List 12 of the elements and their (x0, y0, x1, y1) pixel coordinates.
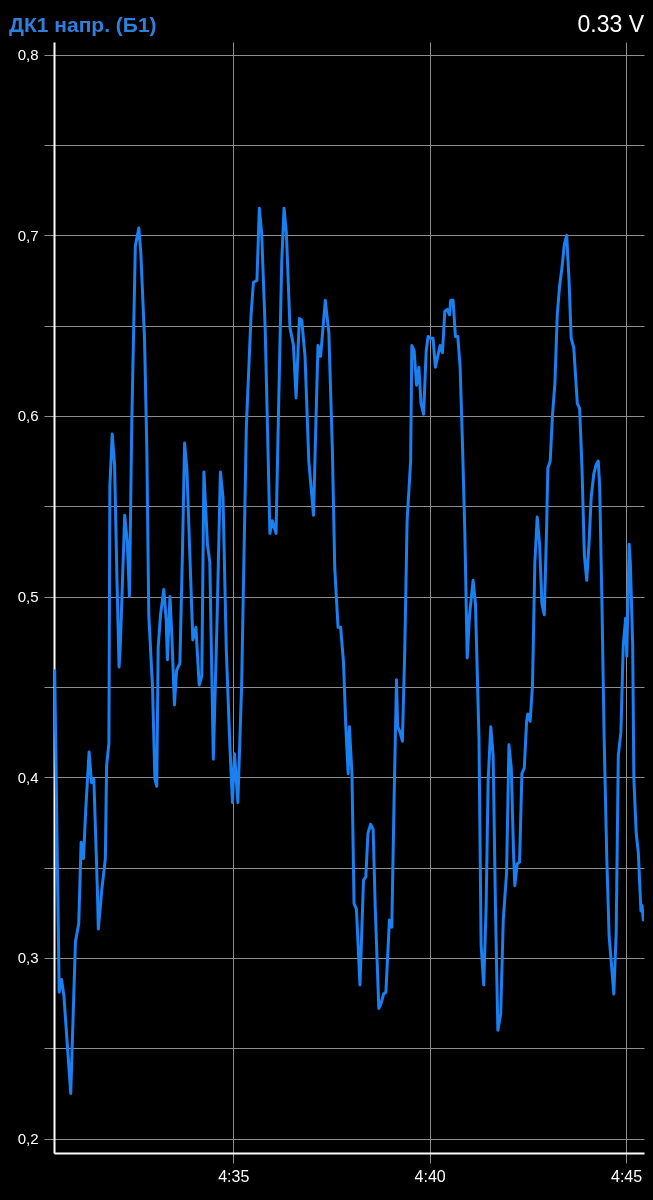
y-tick-label: 0,2 (17, 1130, 39, 1148)
y-tick-label: 0,7 (17, 226, 39, 244)
y-tick-label: 0,5 (17, 588, 39, 606)
chart-title: ДК1 напр. (Б1) (9, 13, 157, 36)
x-tick-label: 4:40 (414, 1167, 446, 1185)
y-tick-label: 0,8 (17, 46, 39, 64)
y-tick-label: 0,3 (17, 949, 39, 967)
x-tick-label: 4:45 (611, 1167, 643, 1185)
y-tick-label: 0,6 (17, 407, 39, 425)
y-tick-label: 0,4 (17, 768, 39, 786)
x-tick-label: 4:35 (218, 1167, 250, 1185)
text: 0.33 V (577, 11, 645, 37)
